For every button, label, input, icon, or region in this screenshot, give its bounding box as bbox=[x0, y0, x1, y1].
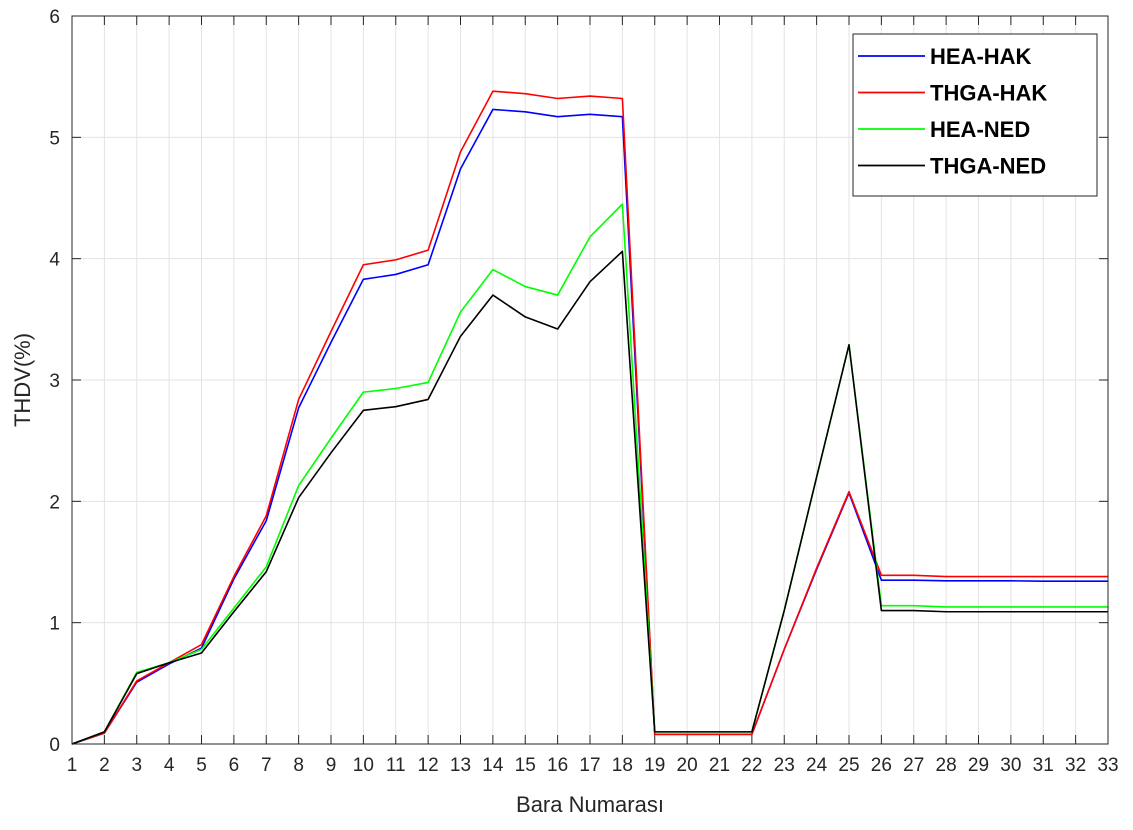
series-line-thga-ned bbox=[71, 250, 1108, 745]
y-axis-title: THDV(%) bbox=[10, 333, 35, 427]
x-tick-label: 18 bbox=[612, 755, 633, 776]
x-tick-label: 20 bbox=[677, 755, 698, 776]
x-tick-label: 3 bbox=[131, 755, 142, 776]
x-tick-label: 21 bbox=[709, 755, 730, 776]
x-tick-label: 32 bbox=[1065, 755, 1086, 776]
legend-label: THGA-NED bbox=[930, 154, 1046, 179]
x-tick-label: 23 bbox=[774, 755, 795, 776]
x-tick-label: 5 bbox=[196, 755, 207, 776]
x-tick-label: 15 bbox=[515, 755, 536, 776]
x-tick-label: 11 bbox=[386, 755, 406, 776]
legend-box bbox=[852, 33, 1098, 197]
x-tick-label: 10 bbox=[353, 755, 374, 776]
x-tick-label: 25 bbox=[838, 755, 859, 776]
y-tick-label: 3 bbox=[49, 371, 60, 392]
x-tick-label: 29 bbox=[968, 755, 989, 776]
x-tick-label: 31 bbox=[1033, 755, 1054, 776]
x-tick-label: 33 bbox=[1097, 755, 1118, 776]
x-tick-label: 22 bbox=[741, 755, 762, 776]
x-tick-label: 2 bbox=[99, 755, 110, 776]
x-tick-label: 1 bbox=[67, 755, 78, 776]
legend-label: THGA-HAK bbox=[930, 81, 1047, 106]
x-tick-label: 28 bbox=[936, 755, 957, 776]
x-tick-label: 26 bbox=[871, 755, 892, 776]
x-tick-label: 24 bbox=[806, 755, 828, 776]
x-axis-title: Bara Numarası bbox=[516, 792, 664, 817]
legend: HEA-HAK THGA-HAK HEA-NED THGA-NED bbox=[852, 33, 1098, 197]
x-tick-label: 30 bbox=[1000, 755, 1021, 776]
legend-label: HEA-NED bbox=[930, 117, 1030, 142]
series-line-thga-hak bbox=[71, 90, 1108, 745]
x-tick-label: 8 bbox=[293, 755, 304, 776]
x-tick-label: 13 bbox=[450, 755, 471, 776]
axis-ticks: 1 2 3 4 5 6 7 8 9 10 11 12 13 14 15 16 17 18 19 20 21 22 23 24 2… bbox=[49, 7, 1118, 776]
y-tick-label: 1 bbox=[49, 614, 60, 635]
y-tick-label: 0 bbox=[49, 735, 60, 756]
x-tick-label: 7 bbox=[261, 755, 272, 776]
x-tick-label: 4 bbox=[164, 755, 175, 776]
x-tick-label: 12 bbox=[418, 755, 439, 776]
x-tick-label: 6 bbox=[229, 755, 240, 776]
y-tick-label: 5 bbox=[49, 128, 60, 149]
series-line-hea-hak bbox=[71, 108, 1108, 745]
x-tick-label: 19 bbox=[644, 755, 665, 776]
series-lines bbox=[71, 90, 1108, 745]
x-tick-label: 14 bbox=[482, 755, 504, 776]
y-tick-label: 4 bbox=[49, 250, 60, 271]
x-tick-label: 17 bbox=[579, 755, 600, 776]
legend-label: HEA-HAK bbox=[930, 44, 1032, 69]
y-tick-label: 6 bbox=[49, 7, 60, 28]
x-tick-label: 9 bbox=[326, 755, 337, 776]
series-line-hea-ned bbox=[71, 203, 1108, 745]
x-tick-label: 27 bbox=[903, 755, 924, 776]
x-tick-label: 16 bbox=[547, 755, 568, 776]
y-tick-label: 2 bbox=[49, 492, 60, 513]
